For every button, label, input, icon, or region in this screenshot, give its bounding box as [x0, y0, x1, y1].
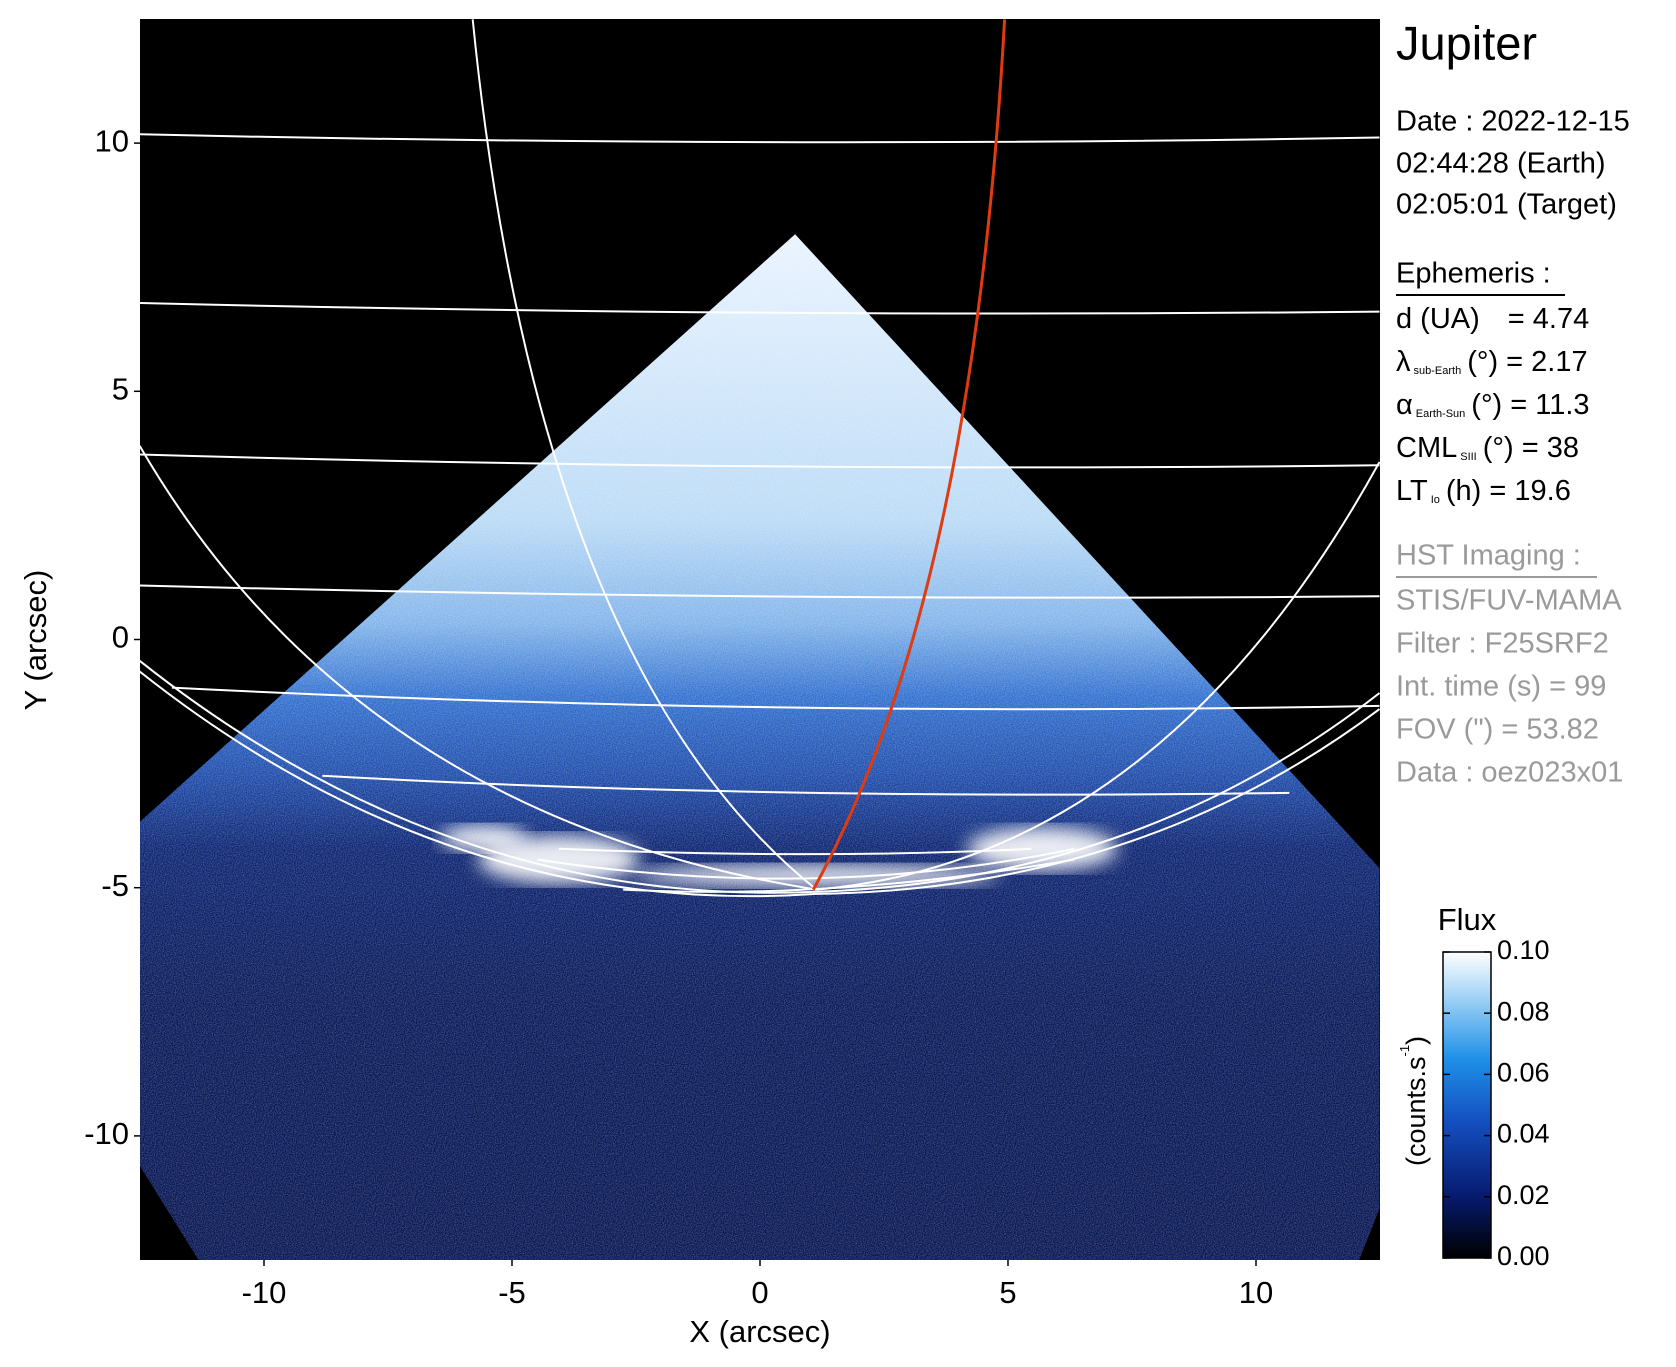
- text-part: SIII: [1460, 451, 1477, 463]
- colorbar-tick-label: 0.10: [1497, 935, 1550, 965]
- text-part: (°) = 11.3: [1471, 389, 1589, 421]
- plot-area: [140, 19, 1380, 1260]
- planet-grid: [140, 19, 1380, 898]
- aurora-glow: [478, 835, 640, 884]
- colorbar-title: Flux: [1438, 902, 1497, 937]
- auroral-oval: [440, 825, 1118, 887]
- target-time: 02:05:01 (Target): [1396, 189, 1617, 221]
- grid-curve: [140, 133, 1380, 144]
- text-part: = 4.74: [1508, 303, 1589, 335]
- text-part: α: [1396, 389, 1413, 421]
- y-tick-label: 5: [112, 371, 129, 406]
- grid-curve: [537, 847, 1075, 880]
- ephemeris-row: CML SIII (°) = 38: [1396, 432, 1579, 464]
- ephemeris-heading: Ephemeris :: [1396, 258, 1551, 290]
- colorbar: [1442, 951, 1492, 1259]
- x-tick-label: 10: [1239, 1275, 1273, 1310]
- x-axis-label: X (arcsec): [689, 1314, 830, 1349]
- grid-curve: [140, 670, 1380, 898]
- image-noise: [140, 234, 1380, 1260]
- x-tick-label: -10: [242, 1275, 287, 1310]
- y-axis-label: Y (arcsec): [18, 570, 53, 711]
- text-part: CML: [1396, 432, 1457, 464]
- imaging-row: Data : oez023x01: [1396, 757, 1623, 789]
- grid-curve: [623, 858, 1075, 893]
- text-part: λ: [1396, 346, 1411, 378]
- x-tick-label: 0: [751, 1275, 768, 1310]
- grid-curve: [322, 774, 1290, 796]
- grid-curve: [140, 453, 1380, 469]
- grid-curve: [471, 19, 818, 891]
- imaging-row: FOV (") = 53.82: [1396, 714, 1599, 746]
- text-part: Io: [1431, 494, 1440, 506]
- grid-curve: [140, 302, 1380, 315]
- imaging-row: Int. time (s) = 99: [1396, 671, 1606, 703]
- date: Date : 2022-12-15: [1396, 106, 1630, 138]
- text-part: (h) = 19.6: [1446, 475, 1571, 507]
- aurora-glow: [633, 864, 1000, 887]
- io-footpath: [811, 19, 1007, 891]
- colorbar-tick-label: 0.00: [1497, 1241, 1550, 1271]
- colorbar-label: (counts.s-1): [1397, 1036, 1431, 1166]
- aurora-glow: [440, 825, 527, 851]
- text-part: (°) = 2.17: [1467, 346, 1587, 378]
- colorbar-tick-label: 0.08: [1497, 996, 1550, 1026]
- imaging-heading: HST Imaging :: [1396, 540, 1581, 572]
- text-part: LT: [1396, 475, 1428, 507]
- ephemeris-row: λ sub-Earth (°) = 2.17: [1396, 346, 1588, 378]
- grid-curve: [140, 660, 1380, 894]
- y-tick-label: -5: [101, 868, 129, 903]
- text-part: (°) = 38: [1483, 432, 1579, 464]
- text-part: sub-Earth: [1414, 365, 1462, 377]
- imaging-row: Filter : F25SRF2: [1396, 628, 1609, 660]
- y-tick-label: -10: [84, 1116, 129, 1151]
- ephemeris-row: d (UA) = 4.74: [1396, 303, 1589, 335]
- text-part: d (UA): [1396, 303, 1480, 335]
- y-tick-label: 10: [95, 123, 129, 158]
- earth-time: 02:44:28 (Earth): [1396, 148, 1606, 180]
- x-tick-label: 5: [999, 1275, 1016, 1310]
- imaging-row: STIS/FUV-MAMA: [1396, 585, 1622, 617]
- colorbar-tick-label: 0.04: [1497, 1119, 1550, 1149]
- grid-curve: [140, 584, 1380, 599]
- ephemeris-row: LT Io (h) = 19.6: [1396, 475, 1571, 507]
- y-tick-label: 0: [112, 620, 129, 655]
- planet-title: Jupiter: [1396, 16, 1537, 69]
- x-tick-label: -5: [498, 1275, 526, 1310]
- grid-curve: [558, 847, 1032, 856]
- ephemeris-row: α Earth-Sun (°) = 11.3: [1396, 389, 1590, 421]
- grid-curve: [140, 445, 817, 891]
- colorbar-tick-label: 0.02: [1497, 1180, 1550, 1210]
- text-part: -1: [1397, 1045, 1412, 1057]
- text-part: ): [1401, 1036, 1431, 1045]
- colorbar-tick-label: 0.06: [1497, 1058, 1550, 1088]
- text-part: Earth-Sun: [1416, 408, 1466, 420]
- text-part: (counts.s: [1401, 1057, 1431, 1167]
- aurora-glow: [966, 827, 1118, 871]
